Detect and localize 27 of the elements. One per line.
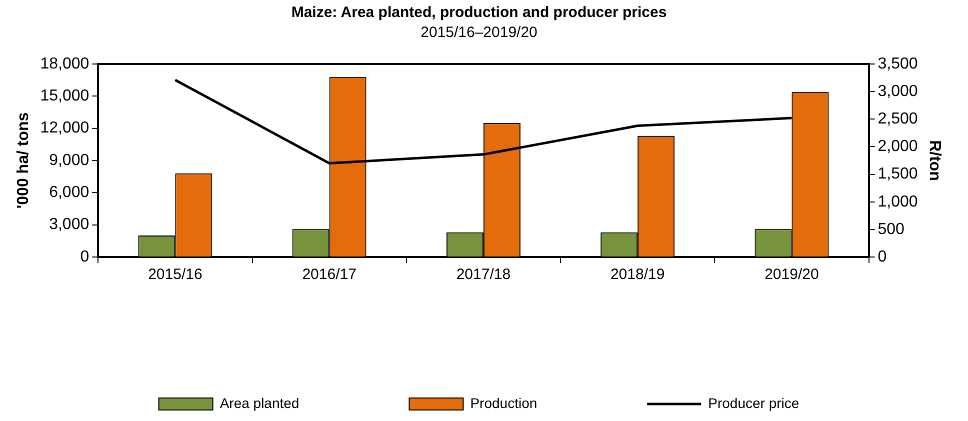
y-tick-label: 3,000 <box>49 216 90 234</box>
y2-tick-label: 2,500 <box>878 110 918 128</box>
y2-tick-label: 2,000 <box>878 138 918 156</box>
chart-title: Maize: Area planted, production and producer prices <box>291 4 667 22</box>
y2-tick-label: 1,000 <box>878 193 918 210</box>
legend-label: Production <box>470 394 538 411</box>
y2-axis-title: R/ton <box>926 140 943 181</box>
y-tick-label: 18,000 <box>40 55 90 72</box>
x-tick-label: 2015/16 <box>148 266 202 284</box>
y2-tick-label: 1,500 <box>878 166 918 183</box>
chart-subtitle: 2015/16–2019/20 <box>420 24 538 42</box>
y2-tick-label: 3,500 <box>878 55 918 72</box>
legend-label: Producer price <box>708 394 800 411</box>
y2-tick-label: 0 <box>878 248 887 266</box>
y2-tick-label: 3,000 <box>878 82 918 100</box>
y2-tick-label: 500 <box>878 220 905 238</box>
x-tick-label: 2017/18 <box>456 266 511 284</box>
y-tick-label: 0 <box>80 248 90 266</box>
y-tick-label: 12,000 <box>40 120 90 137</box>
x-tick-label: 2016/17 <box>302 266 356 284</box>
y-axis-title: '000 ha/ tons <box>15 112 32 209</box>
y-tick-label: 9,000 <box>49 152 90 169</box>
y-tick-label: 6,000 <box>49 184 90 202</box>
x-tick-label: 2018/19 <box>610 266 665 284</box>
x-tick-label: 2019/20 <box>764 266 819 284</box>
legend-label: Area planted <box>220 394 300 411</box>
y-tick-label: 15,000 <box>40 88 90 105</box>
